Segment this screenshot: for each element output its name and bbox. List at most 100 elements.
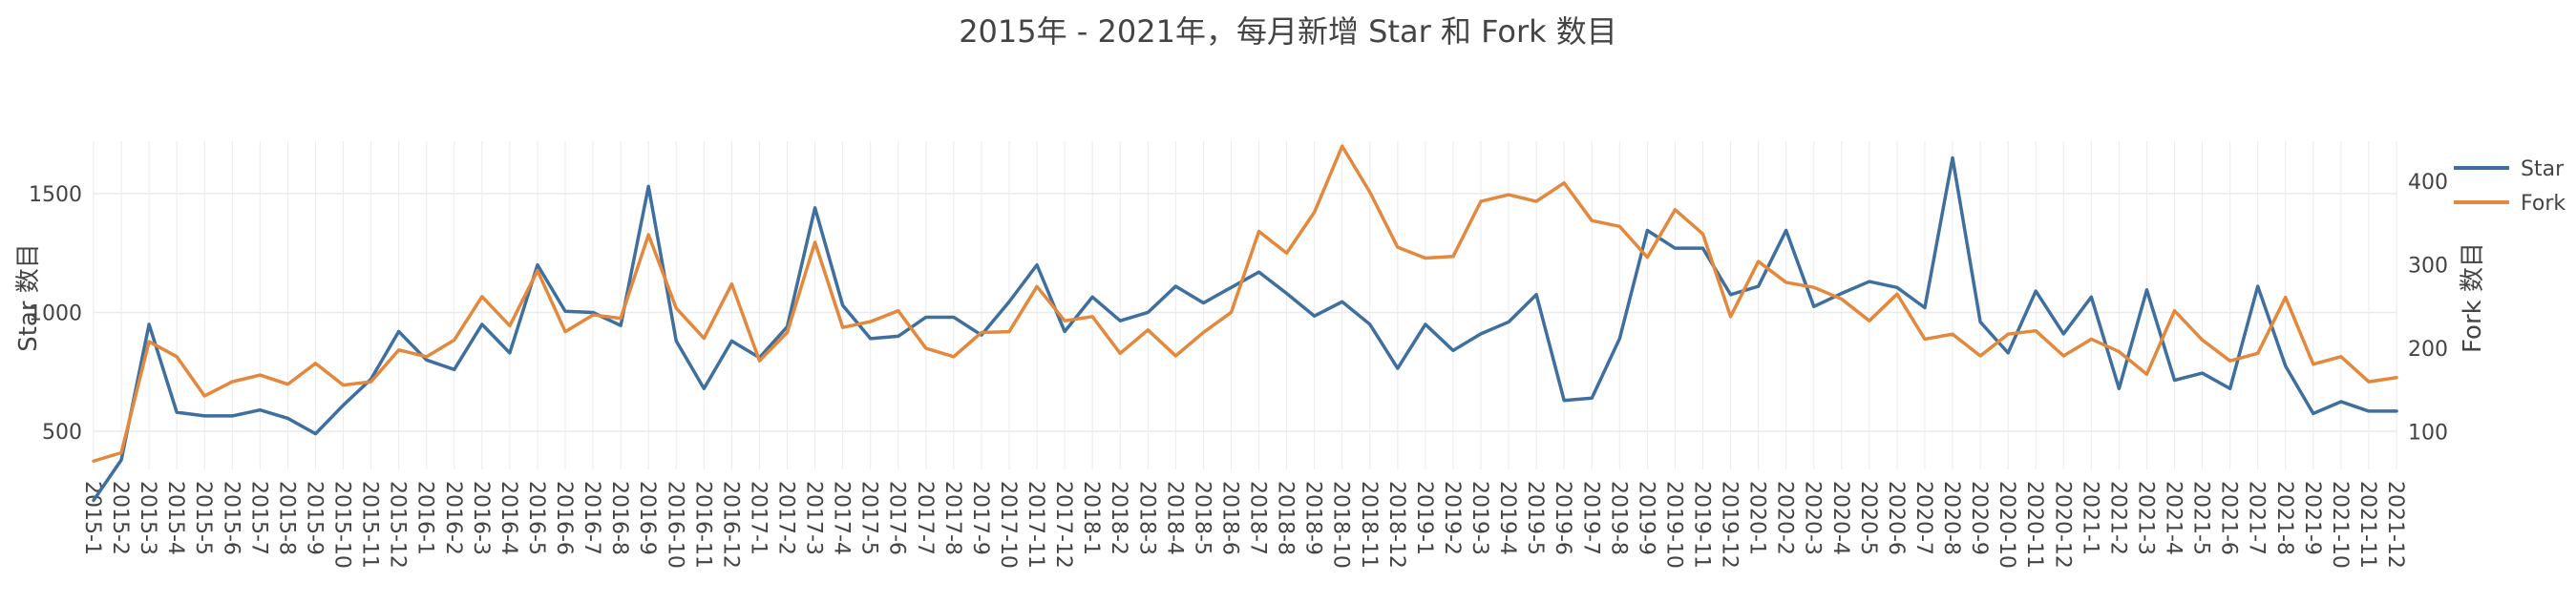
series-lines [92,144,2398,503]
x-tick-label: 2017-7 [913,481,937,555]
y-axis-left: 500 1000 1500 [29,183,82,445]
x-tick-label: 2017-4 [830,481,854,555]
x-tick-label: 2018-8 [1274,481,1298,555]
legend: Star Fork [2454,157,2565,216]
x-tick-label: 2020-2 [1773,481,1797,555]
x-tick-label: 2019-2 [1440,481,1464,555]
x-tick-label: 2016-12 [718,481,742,569]
x-tick-label: 2019-6 [1551,481,1574,555]
x-tick-label: 2018-11 [1357,481,1381,569]
x-tick-label: 2015-9 [302,481,326,555]
x-tick-label: 2021-7 [2245,481,2269,555]
y-axis-label: Star 数目 [14,243,43,352]
x-tick-label: 2016-11 [690,481,714,569]
x-tick-label: 2018-9 [1301,481,1325,555]
x-tick-label: 2021-11 [2355,481,2379,569]
x-tick-label: 2016-9 [635,481,659,555]
x-tick-label: 2015-2 [108,481,132,555]
x-tick-label: 2018-1 [1079,481,1103,555]
x-tick-label: 2018-5 [1190,481,1214,555]
x-tick-label: 2017-5 [857,481,881,555]
chart-title: 2015年 - 2021年，每月新增 Star 和 Fork 数目 [959,13,1617,50]
x-tick-label: 2019-11 [1689,481,1713,569]
x-axis: 2015-1 2015-2 2015-3 2015-4 2015-5 2015-6 2015… [80,481,2407,569]
x-tick-label: 2020-10 [1995,481,2018,569]
x-tick-label: 2021-12 [2383,481,2407,569]
x-tick-label: 2021-8 [2272,481,2296,555]
x-tick-label: 2019-5 [1523,481,1547,555]
x-tick-label: 2019-1 [1412,481,1436,555]
x-tick-label: 2020-7 [1911,481,1935,555]
x-tick-label: 2021-10 [2328,481,2352,569]
x-tick-label: 2015-7 [246,481,270,555]
x-tick-label: 2020-11 [2022,481,2046,569]
x-tick-label: 2015-6 [219,481,243,555]
x-tick-label: 2018-2 [1107,481,1130,555]
x-tick-label: 2015-10 [330,481,354,569]
x-tick-label: 2020-4 [1828,481,1852,555]
x-tick-label: 2017-1 [746,481,770,555]
x-tick-label: 2020-3 [1801,481,1825,555]
x-tick-label: 2016-6 [552,481,576,555]
x-tick-label: 2016-3 [469,481,493,555]
y-tick-label: 1000 [29,302,82,325]
x-tick-label: 2021-6 [2217,481,2241,555]
x-tick-label: 2016-4 [496,481,520,555]
x-tick-label: 2016-7 [580,481,603,555]
x-tick-label: 2020-6 [1884,481,1908,555]
x-tick-label: 2018-4 [1162,481,1186,555]
x-tick-label: 2019-9 [1634,481,1658,555]
x-tick-label: 2017-3 [802,481,826,555]
x-tick-label: 2017-9 [968,481,992,555]
x-tick-label: 2018-10 [1329,481,1353,569]
y-axis-right: 100 200 300 400 [2408,171,2448,446]
x-tick-label: 2016-8 [607,481,631,555]
x-tick-label: 2016-1 [413,481,437,555]
x-tick-label: 2021-5 [2189,481,2213,555]
x-tick-label: 2015-12 [386,481,410,569]
x-tick-label: 2021-2 [2105,481,2129,555]
grid-lines [93,141,2397,469]
y2-tick-label: 100 [2408,422,2448,446]
x-tick-label: 2020-9 [1967,481,1991,555]
x-tick-label: 2018-7 [1246,481,1270,555]
x-tick-label: 2021-3 [2133,481,2157,555]
x-tick-label: 2016-2 [441,481,465,555]
x-tick-label: 2020-8 [1939,481,1963,555]
y2-tick-label: 200 [2408,338,2448,362]
x-tick-label: 2021-9 [2300,481,2324,555]
x-tick-label: 2019-3 [1467,481,1491,555]
y2-tick-label: 300 [2408,255,2448,279]
x-tick-label: 2020-1 [1745,481,1769,555]
x-tick-label: 2018-12 [1384,481,1408,569]
x-tick-label: 2020-5 [1856,481,1880,555]
series-line-fork [92,144,2398,463]
x-tick-label: 2018-3 [1134,481,1158,555]
x-tick-label: 2016-5 [524,481,548,555]
x-tick-label: 2019-4 [1495,481,1519,555]
x-tick-label: 2019-7 [1578,481,1602,555]
x-tick-label: 2019-8 [1606,481,1630,555]
x-tick-label: 2017-8 [940,481,964,555]
legend-label-star: Star [2521,157,2565,181]
x-tick-label: 2017-12 [1051,481,1075,569]
x-tick-label: 2015-4 [163,481,187,555]
x-tick-label: 2019-10 [1661,481,1685,569]
x-tick-label: 2017-2 [774,481,798,555]
x-tick-label: 2015-11 [358,481,382,569]
x-tick-label: 2017-10 [996,481,1020,569]
x-tick-label: 2015-5 [191,481,215,555]
x-tick-label: 2021-4 [2162,481,2185,555]
y2-axis-label: Fork 数目 [2459,242,2487,353]
x-tick-label: 2015-3 [136,481,159,555]
y-tick-label: 1500 [29,183,82,207]
x-tick-label: 2015-8 [274,481,298,555]
y2-tick-label: 400 [2408,171,2448,195]
x-tick-label: 2016-10 [663,481,686,569]
x-tick-label: 2021-1 [2078,481,2101,555]
x-tick-label: 2017-11 [1024,481,1047,569]
y-tick-label: 500 [42,421,82,445]
legend-label-fork: Fork [2521,192,2565,216]
x-tick-label: 2019-12 [1718,481,1742,569]
